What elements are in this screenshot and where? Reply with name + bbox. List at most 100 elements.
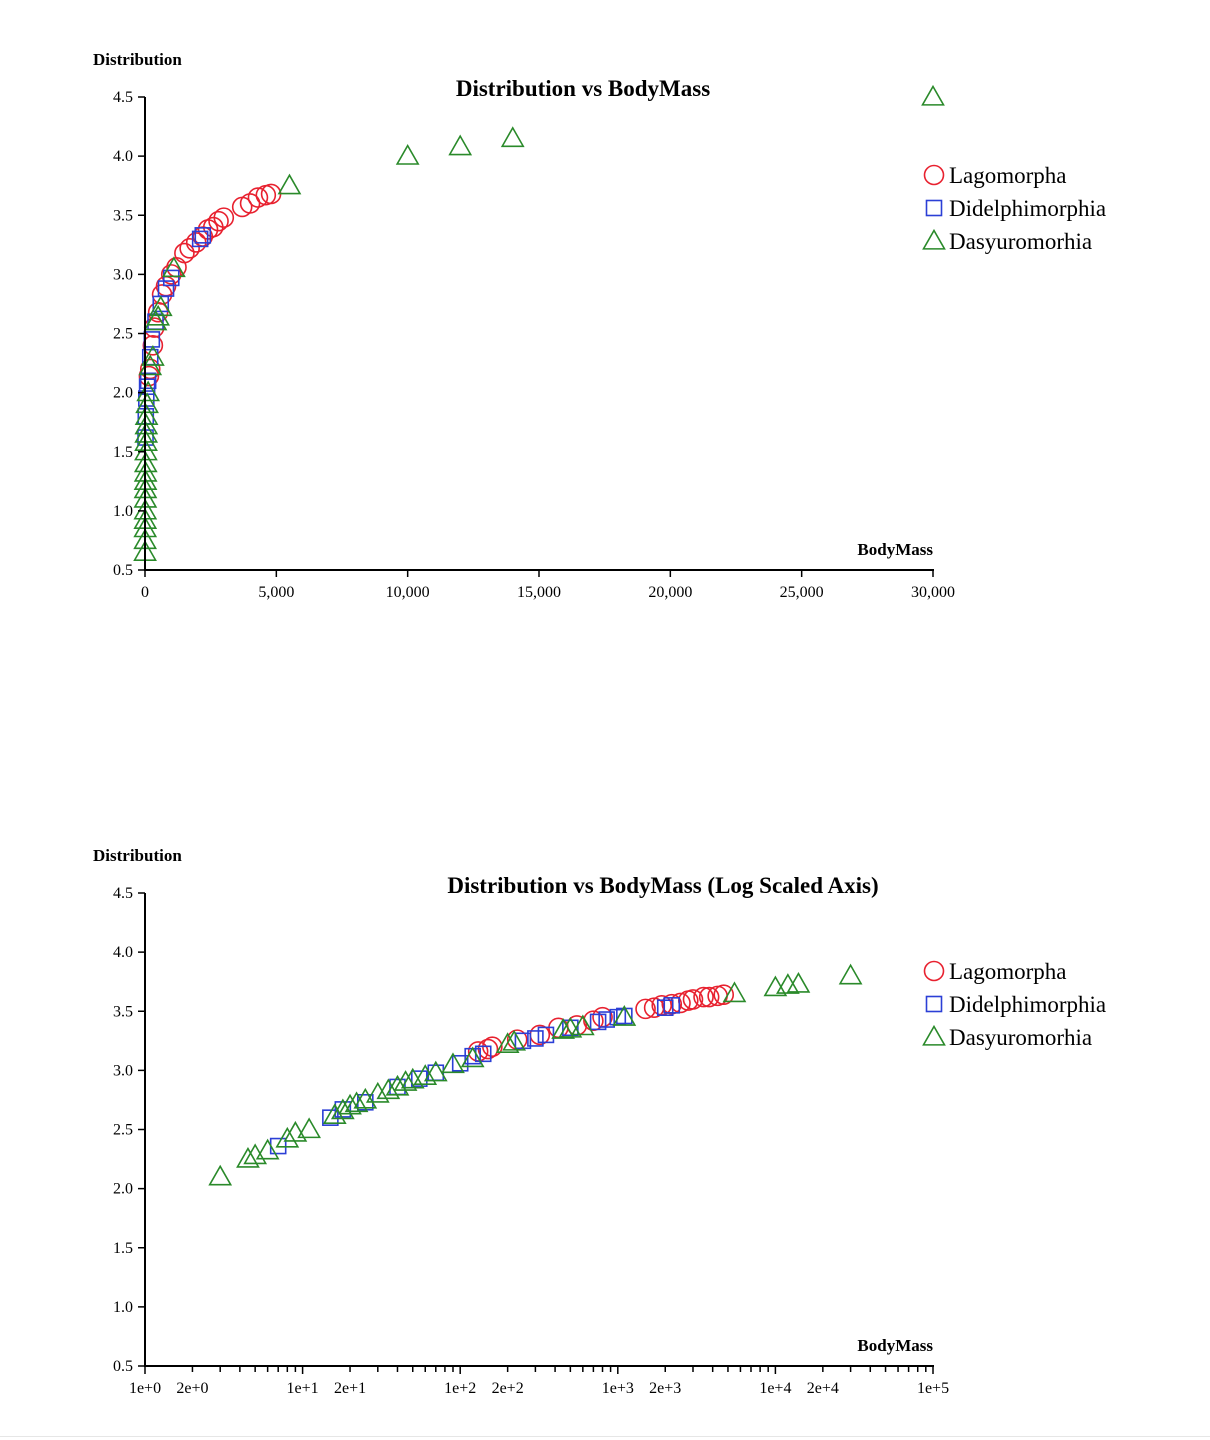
x-tick-label: 25,000 [780, 584, 824, 601]
y-tick-label: 3.5 [113, 1003, 133, 1020]
legend-dasyuromorhia-marker [922, 1024, 946, 1046]
x-tick-label: 1e+0 [129, 1380, 161, 1397]
x-tick-label: 5,000 [258, 584, 294, 601]
lagomorpha-point [142, 335, 164, 356]
dasyuromorhia-point [277, 173, 302, 195]
dasyuromorhia-point [441, 1052, 465, 1074]
dasyuromorhia-point [135, 392, 159, 414]
x-tick-label: 15,000 [517, 584, 561, 601]
x-tick-label: 2e+1 [334, 1380, 366, 1397]
y-tick-label: 0.5 [113, 562, 133, 579]
dasyuromorhia-point [365, 1081, 390, 1103]
data-points [208, 963, 863, 1186]
legend-lagomorpha-label: Lagomorpha [949, 163, 1067, 188]
legend-lagomorpha-marker [923, 164, 945, 186]
lagomorpha-point [529, 1024, 551, 1046]
didelphimorphia-point [616, 1007, 633, 1025]
dasyuromorhia-point [134, 404, 159, 425]
dasyuromorhia-point [236, 1146, 260, 1168]
y-tick-label: 0.5 [113, 1358, 133, 1375]
dasyuromorhia-point [612, 1005, 637, 1026]
dasyuromorhia-point [776, 973, 800, 994]
lagomorpha-point [247, 187, 269, 208]
dasyuromorhia-point [460, 1046, 485, 1068]
legend-didelphimorphia-label: Didelphimorphia [949, 196, 1106, 221]
dasyuromorhia-point [162, 256, 186, 278]
dasyuromorhia-point [502, 1029, 527, 1051]
dasyuromorhia-point [423, 1060, 448, 1082]
x-tick-label: 1e+5 [917, 1380, 949, 1397]
legend-dasyuromorhia-label: Dasyuromorhia [949, 1025, 1092, 1050]
lagomorpha-point [682, 989, 704, 1010]
x-tick-label: 0 [141, 584, 149, 601]
x-tick-label: 2e+0 [176, 1380, 208, 1397]
dasyuromorhia-point [551, 1018, 576, 1039]
legend-dasyuromorhia-label: Dasyuromorhia [949, 229, 1092, 254]
legend: Lagomorpha Didelphimorphia Dasyuromorhia [922, 163, 1106, 254]
didelphimorphia-point [527, 1030, 544, 1047]
y-tick-label: 1.0 [113, 1299, 133, 1316]
didelphimorphia-point [589, 1013, 607, 1031]
y-axis-title: Distribution [93, 846, 182, 865]
dasyuromorhia-point [255, 1138, 280, 1160]
legend-didelphimorphia-marker [925, 995, 943, 1013]
scatter-chart-log: 0.5 1.0 1.5 2.0 2.5 3.0 3.5 4.0 4.5 1e+0 2e+0 1e+1 2… [93, 846, 1106, 1397]
chart-title: Distribution vs BodyMass (Log Scaled Axi… [447, 873, 878, 898]
legend-didelphimorphia-label: Didelphimorphia [949, 992, 1106, 1017]
x-tick-label: 1e+4 [759, 1380, 791, 1397]
dasyuromorhia-point [134, 430, 158, 451]
didelphimorphia-point [537, 1026, 555, 1044]
y-tick-label: 4.5 [113, 89, 133, 106]
x-tick-label: 10,000 [386, 584, 430, 601]
dasyuromorhia-point [395, 144, 420, 165]
didelphimorphia-point [139, 372, 157, 390]
legend-dasyuromorhia-marker [922, 228, 946, 250]
x-tick-label: 1e+1 [287, 1380, 319, 1397]
dasyuromorhia-point [786, 971, 811, 993]
chart-title: Distribution vs BodyMass [456, 76, 710, 101]
lagomorpha-point [661, 993, 683, 1015]
lagomorpha-point [208, 210, 229, 232]
dasyuromorhia-point [376, 1078, 401, 1100]
y-tick-label: 3.0 [113, 266, 133, 283]
scatter-chart-linear: 0.5 1.0 1.5 2.0 2.5 3.0 3.5 4.0 4.5 0 5,000 10,000 1… [93, 50, 1106, 601]
x-tick-label: 1e+2 [444, 1380, 476, 1397]
y-tick-label: 4.0 [113, 148, 133, 165]
dasyuromorhia-point [208, 1164, 233, 1186]
y-tick-label: 1.5 [113, 1240, 133, 1257]
dasyuromorhia-point [275, 1126, 300, 1148]
lagomorpha-point [174, 242, 195, 264]
x-tick-label: 30,000 [911, 584, 955, 601]
y-tick-label: 4.5 [113, 885, 133, 902]
didelphimorphia-point [162, 269, 180, 287]
lagomorpha-point [239, 193, 261, 214]
didelphimorphia-point [598, 1011, 615, 1028]
y-tick-label: 1.0 [113, 503, 133, 520]
dasyuromorhia-point [353, 1087, 378, 1109]
dasyuromorhia-point [448, 134, 473, 156]
y-tick-label: 3.0 [113, 1062, 133, 1079]
dasyuromorhia-point [136, 380, 161, 402]
lagomorpha-point [138, 365, 160, 387]
x-tick-label: 20,000 [648, 584, 692, 601]
dasyuromorhia-point [413, 1064, 438, 1085]
y-tick-label: 3.5 [113, 207, 133, 224]
dasyuromorhia-point [141, 345, 165, 366]
lagomorpha-point [693, 986, 714, 1008]
x-tick-label: 2e+2 [492, 1380, 524, 1397]
lagomorpha-point [635, 998, 656, 1020]
didelphimorphia-point [194, 227, 212, 244]
lagomorpha-point [698, 986, 720, 1008]
dasyuromorhia-point [148, 295, 173, 317]
y-tick-label: 2.5 [113, 1122, 133, 1139]
dasyuromorhia-point [722, 981, 747, 1003]
dasyuromorhia-point [134, 421, 159, 443]
dasyuromorhia-point [570, 1014, 595, 1036]
didelphimorphia-point [157, 280, 175, 297]
lagomorpha-point [213, 207, 235, 228]
didelphimorphia-point [562, 1019, 579, 1037]
y-tick-label: 1.5 [113, 444, 133, 461]
lagomorpha-point [670, 992, 691, 1014]
lagomorpha-point [713, 984, 735, 1005]
dasyuromorhia-point [500, 126, 525, 148]
